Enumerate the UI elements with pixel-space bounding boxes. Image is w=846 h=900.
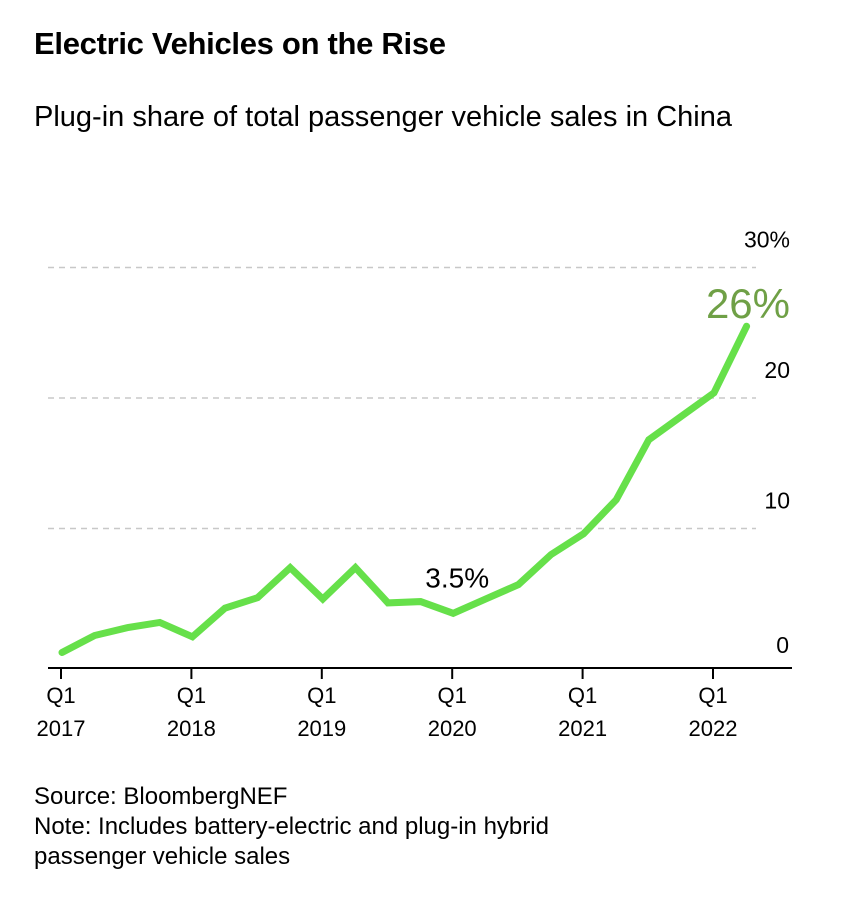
gridlines xyxy=(48,266,756,530)
footnotes: Source: BloombergNEF Note: Includes batt… xyxy=(34,782,814,872)
note-line-2: passenger vehicle sales xyxy=(34,843,291,870)
x-tick-label-year: 2021 xyxy=(558,716,607,741)
y-tick-label: 10 xyxy=(764,488,790,514)
x-axis-ticks: Q1 2017 Q1 2018 Q1 2019 Q1 2020 Q1 2021 Q1 2022 xyxy=(37,668,738,741)
x-tick-label-year: 2017 xyxy=(37,716,86,741)
y-tick-label: 0 xyxy=(776,632,789,658)
x-tick-label-quarter: Q1 xyxy=(307,683,336,708)
x-tick-label-quarter: Q1 xyxy=(177,683,206,708)
y-tick-label: 20 xyxy=(764,357,790,383)
x-tick-label-quarter: Q1 xyxy=(568,683,597,708)
chart-title: Electric Vehicles on the Rise xyxy=(34,26,446,61)
x-tick-label-quarter: Q1 xyxy=(46,683,75,708)
series xyxy=(58,322,751,656)
x-tick-label-quarter: Q1 xyxy=(698,683,727,708)
annotations: 26% 3.5% xyxy=(425,280,790,593)
note-line-1: Note: Includes battery-electric and plug… xyxy=(34,813,549,840)
data-label: 3.5% xyxy=(425,562,489,593)
data-label: 26% xyxy=(706,280,790,327)
chart-subtitle: Plug-in share of total passenger vehicle… xyxy=(34,101,733,133)
x-tick-label-year: 2018 xyxy=(167,716,216,741)
x-tick-label-year: 2022 xyxy=(689,716,738,741)
y-tick-label: 30% xyxy=(744,227,790,253)
x-tick-label-year: 2019 xyxy=(297,716,346,741)
series-line xyxy=(58,322,751,656)
x-tick-label-quarter: Q1 xyxy=(438,683,467,708)
x-tick-label-year: 2020 xyxy=(428,716,477,741)
y-axis-ticks: 30% 20 10 0 xyxy=(744,227,790,659)
source-note: Source: BloombergNEF xyxy=(34,783,288,810)
